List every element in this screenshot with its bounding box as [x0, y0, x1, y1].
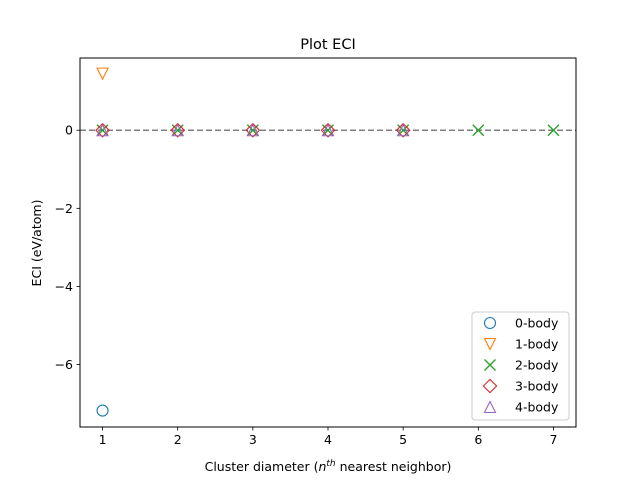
data-point-2-body — [547, 124, 560, 137]
x-tick-label: 7 — [549, 432, 557, 447]
legend-marker-4-body — [483, 400, 497, 414]
y-axis-label: ECI (eV/atom) — [29, 200, 44, 287]
legend-marker-2-body — [484, 359, 496, 371]
legend: 0-body 1-body 2-body 3-body 4-body — [471, 311, 570, 421]
y-tick-label: 0 — [65, 123, 73, 138]
legend-marker-1-body — [483, 337, 497, 351]
chart-title: Plot ECI — [300, 37, 356, 53]
data-point-3-body — [320, 122, 336, 138]
legend-label-2-body: 2-body — [515, 358, 559, 373]
x-tick-label: 3 — [249, 432, 257, 447]
y-tick-label: −6 — [55, 357, 73, 372]
x-tick-label: 4 — [324, 432, 332, 447]
x-axis-label-sup: th — [326, 459, 336, 469]
data-point-4-body — [96, 123, 109, 137]
x-tick-label: 1 — [99, 432, 107, 447]
x-axis-label-var: n — [318, 459, 326, 474]
plot-frame — [79, 57, 577, 428]
data-point-0-body — [96, 404, 109, 417]
data-point-2-body — [472, 124, 485, 137]
data-point-4-body — [321, 123, 335, 137]
x-tick-label: 5 — [399, 432, 407, 447]
data-point-3-body — [95, 122, 110, 138]
x-tick-label: 6 — [474, 432, 482, 447]
data-point-4-body — [171, 123, 185, 137]
y-tick-label: −4 — [55, 279, 73, 294]
data-point-3-body — [395, 122, 411, 138]
legend-label-1-body: 1-body — [515, 337, 559, 352]
legend-label-3-body: 3-body — [515, 379, 559, 394]
legend-label-0-body: 0-body — [515, 316, 559, 331]
x-tick-label: 2 — [174, 432, 182, 447]
data-point-1-body — [96, 67, 109, 81]
legend-label-4-body: 4-body — [515, 400, 559, 415]
y-tick-label: −2 — [55, 201, 73, 216]
data-point-3-body — [170, 122, 186, 138]
x-axis-label-rest: nearest neighbor) — [336, 459, 452, 474]
legend-marker-3-body — [482, 378, 498, 394]
legend-marker-0-body — [483, 316, 497, 330]
data-point-4-body — [246, 123, 260, 137]
plot-layer: 1 2 3 4 5 6 7 −6 −4 −2 0 — [55, 67, 576, 447]
x-axis-label: Cluster diameter (nth nearest neighbor) — [205, 459, 452, 474]
legend-frame — [471, 311, 570, 421]
data-point-3-body — [245, 122, 261, 138]
x-axis-label-main: Cluster diameter ( — [205, 459, 319, 474]
data-point-4-body — [396, 123, 410, 137]
